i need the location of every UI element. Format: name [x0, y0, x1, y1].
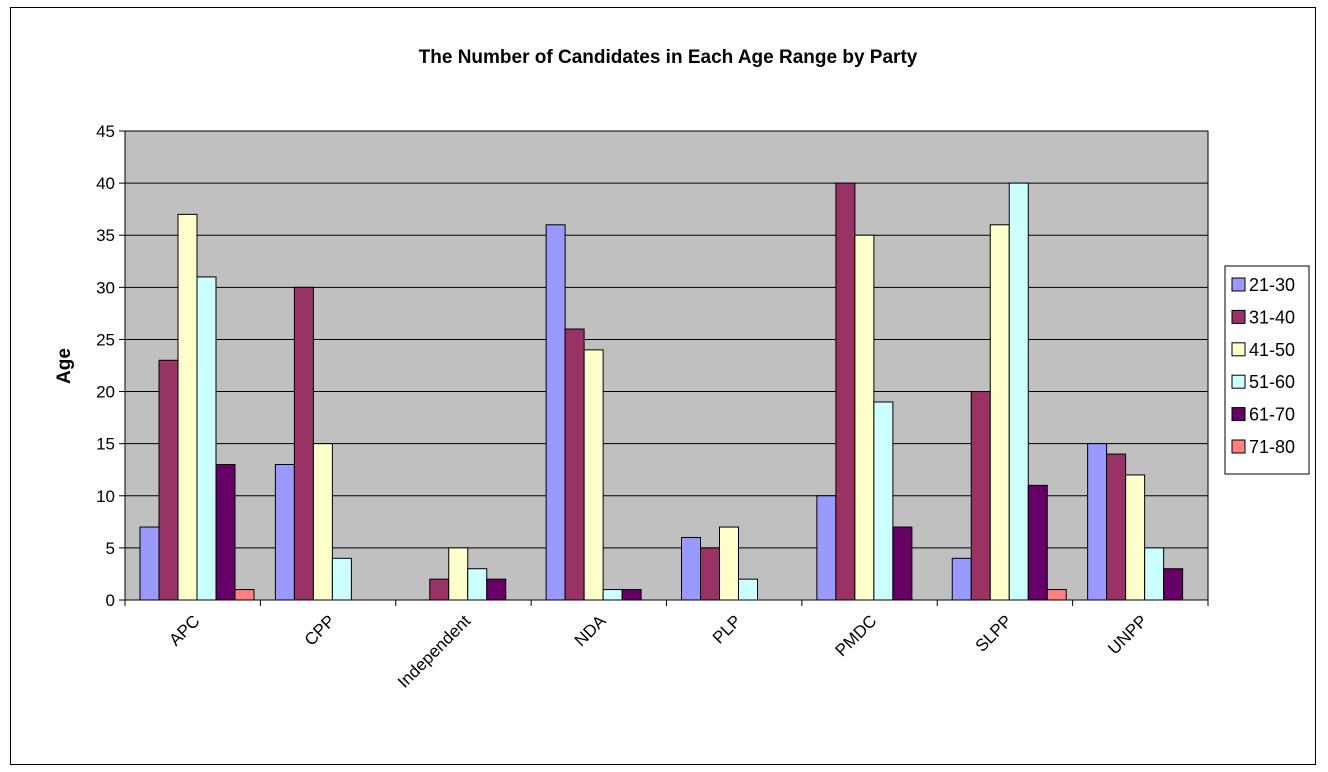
legend-swatch [1231, 342, 1246, 357]
chart-title: The Number of Candidates in Each Age Ran… [419, 47, 918, 68]
bar-31-40-PLP [700, 547, 720, 601]
bar-21-30-NDA [545, 224, 566, 601]
bar-61-70-NDA [621, 589, 642, 601]
bar-51-60-SLPP [1008, 182, 1029, 601]
legend-label: 21-30 [1249, 275, 1295, 295]
bar-41-50-UNPP [1125, 474, 1146, 601]
bar-51-60-PMDC [873, 401, 894, 601]
y-axis-label: Age [54, 348, 75, 384]
y-tick-label: 30 [96, 278, 115, 297]
bar-21-30-APC [139, 526, 160, 601]
bar-71-80-SLPP [1046, 589, 1067, 601]
legend-swatch [1231, 439, 1246, 454]
bar-61-70-PMDC [892, 526, 913, 601]
legend-swatch [1231, 374, 1246, 389]
bar-51-60-CPP [331, 557, 352, 601]
legend-swatch [1231, 277, 1246, 292]
bar-41-50-PLP [719, 526, 739, 601]
legend-label: 31-40 [1249, 307, 1295, 327]
bar-21-30-CPP [274, 464, 295, 601]
bar-31-40-APC [158, 359, 179, 601]
bar-41-50-NDA [583, 349, 604, 601]
bar-31-40-SLPP [970, 391, 991, 601]
legend-box [1224, 265, 1310, 475]
y-tick-label: 5 [106, 539, 115, 558]
bar-41-50-SLPP [989, 224, 1010, 601]
bar-61-70-UNPP [1163, 568, 1184, 601]
bar-51-60-APC [196, 276, 217, 601]
bar-61-70-APC [215, 464, 236, 601]
bar-31-40-UNPP [1106, 453, 1127, 601]
legend-label: 41-50 [1249, 340, 1295, 360]
bar-51-60-Independent [467, 568, 488, 601]
bar-41-50-PMDC [854, 234, 875, 601]
bar-21-30-UNPP [1087, 443, 1108, 601]
bar-21-30-PLP [681, 536, 701, 601]
legend-label: 51-60 [1249, 372, 1295, 392]
legend-label: 61-70 [1249, 405, 1295, 425]
bar-31-40-NDA [564, 328, 585, 601]
legend: 21-30 31-40 41-50 51-60 61-70 71-80 [1224, 265, 1310, 475]
y-tick-label: 15 [96, 435, 115, 454]
y-tick-label: 20 [96, 383, 115, 402]
bar-71-80-APC [234, 589, 255, 601]
bar-61-70-Independent [486, 578, 507, 601]
legend-label: 71-80 [1249, 437, 1295, 457]
legend-swatch [1231, 407, 1246, 422]
bar-61-70-SLPP [1027, 484, 1048, 601]
bar-31-40-PMDC [835, 182, 856, 601]
bar-41-50-Independent [448, 547, 469, 601]
bar-51-60-UNPP [1144, 547, 1165, 601]
bar-21-30-PMDC [816, 495, 837, 601]
bar-41-50-APC [177, 213, 198, 601]
y-tick-label: 0 [106, 591, 115, 610]
bar-31-40-CPP [293, 286, 314, 601]
legend-swatch [1231, 309, 1246, 324]
y-tick-label: 10 [96, 487, 115, 506]
bar-31-40-Independent [429, 578, 450, 601]
bar-51-60-PLP [738, 578, 758, 601]
y-tick-label: 35 [96, 226, 115, 245]
y-tick-label: 25 [96, 330, 115, 349]
y-tick-label: 40 [96, 174, 115, 193]
bar-21-30-SLPP [951, 557, 972, 601]
bar-41-50-CPP [312, 443, 333, 601]
y-tick-label: 45 [96, 122, 115, 141]
bar-51-60-NDA [602, 589, 623, 601]
